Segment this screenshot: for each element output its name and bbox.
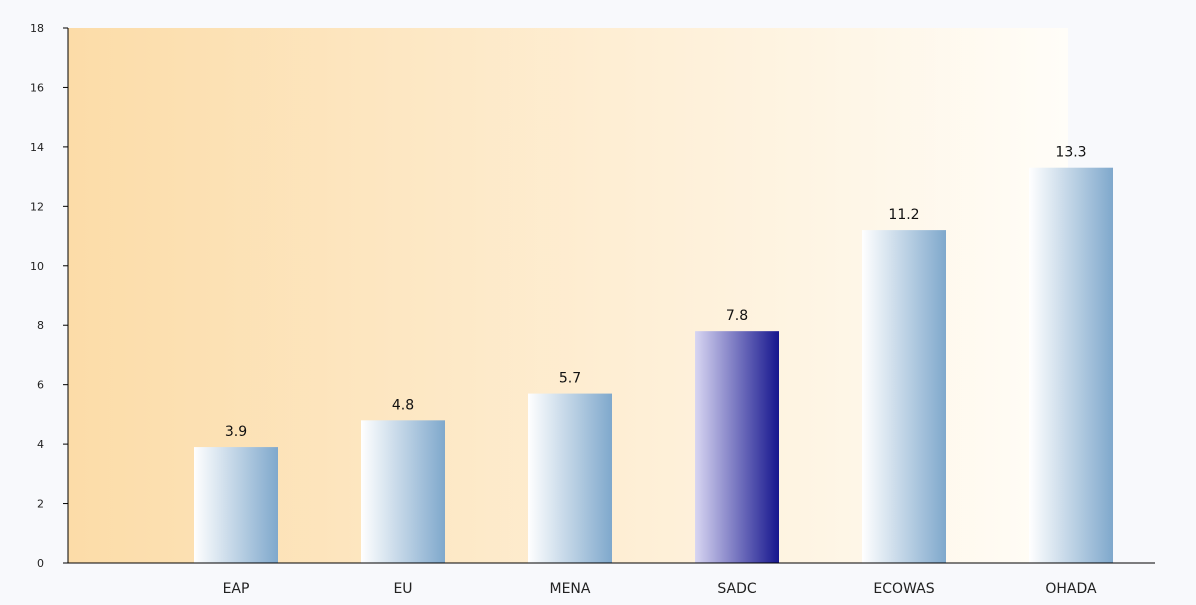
y-tick-label: 12 (30, 200, 44, 213)
bar-mena (528, 393, 612, 563)
value-label-sadc: 7.8 (726, 308, 748, 324)
x-tick-label-ohada: OHADA (1045, 581, 1097, 597)
value-labels: 3.9 4.8 5.7 7.8 11.2 13.3 (225, 145, 1087, 440)
y-tick-label: 0 (37, 557, 44, 570)
y-tick-label: 18 (30, 22, 44, 35)
y-tick-label: 14 (30, 141, 44, 154)
value-label-eu: 4.8 (392, 397, 414, 413)
y-tick-label: 10 (30, 260, 44, 273)
bar-ohada (1029, 167, 1113, 563)
y-tick-label: 6 (37, 379, 44, 392)
x-tick-label-ecowas: ECOWAS (873, 581, 934, 597)
value-label-ohada: 13.3 (1055, 145, 1086, 161)
value-label-eap: 3.9 (225, 424, 247, 440)
bar-eu (361, 420, 445, 563)
bar-eap (194, 447, 278, 563)
bar-ecowas (862, 230, 946, 563)
value-label-mena: 5.7 (559, 371, 581, 387)
bar-sadc (695, 331, 779, 563)
x-tick-label-eu: EU (393, 581, 412, 597)
y-tick-label: 2 (37, 498, 44, 511)
y-axis-ticks: 0 2 4 6 8 10 12 14 16 18 (30, 22, 68, 570)
x-tick-label-mena: MENA (550, 581, 591, 597)
y-tick-label: 4 (37, 438, 44, 451)
bars (194, 167, 1113, 563)
y-tick-label: 16 (30, 81, 44, 94)
x-tick-label-sadc: SADC (717, 581, 757, 597)
x-axis-labels: EAP EU MENA SADC ECOWAS OHADA (223, 581, 1097, 597)
x-tick-label-eap: EAP (223, 581, 250, 597)
value-label-ecowas: 11.2 (888, 207, 919, 223)
y-tick-label: 8 (37, 319, 44, 332)
